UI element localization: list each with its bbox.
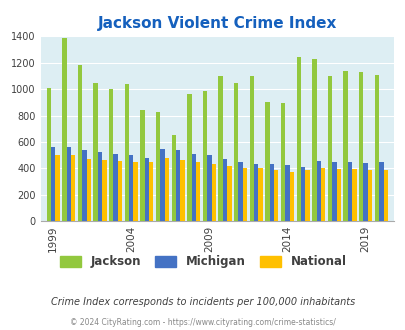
Bar [362, 163, 367, 221]
Bar [66, 147, 71, 221]
Bar [144, 158, 149, 221]
Bar [86, 159, 91, 221]
Bar [280, 103, 285, 221]
Bar [316, 161, 320, 221]
Bar [207, 155, 211, 221]
Bar [242, 168, 247, 221]
Bar [374, 75, 378, 221]
Bar [378, 162, 383, 221]
Bar [187, 94, 191, 221]
Bar [358, 72, 362, 221]
Bar [265, 102, 269, 221]
Bar [249, 76, 254, 221]
Bar [171, 135, 175, 221]
Bar [180, 160, 184, 221]
Bar [78, 65, 82, 221]
Text: Crime Index corresponds to incidents per 100,000 inhabitants: Crime Index corresponds to incidents per… [51, 297, 354, 307]
Bar [273, 170, 278, 221]
Bar [156, 112, 160, 221]
Bar [129, 155, 133, 221]
Bar [62, 38, 66, 221]
Bar [51, 147, 55, 221]
Title: Jackson Violent Crime Index: Jackson Violent Crime Index [97, 16, 336, 31]
Bar [367, 170, 371, 221]
Bar [71, 155, 75, 221]
Bar [55, 155, 60, 221]
Bar [254, 164, 258, 221]
Bar [82, 150, 86, 221]
Bar [289, 172, 293, 221]
Bar [133, 162, 137, 221]
Bar [383, 170, 387, 221]
Bar [285, 165, 289, 221]
Bar [352, 169, 356, 221]
Bar [109, 89, 113, 221]
Bar [336, 169, 340, 221]
Bar [196, 162, 200, 221]
Bar [258, 168, 262, 221]
Bar [160, 148, 164, 221]
Bar [98, 152, 102, 221]
Bar [124, 84, 129, 221]
Bar [347, 162, 352, 221]
Bar [320, 168, 324, 221]
Bar [93, 82, 98, 221]
Bar [211, 164, 215, 221]
Bar [311, 59, 316, 221]
Bar [300, 167, 305, 221]
Bar [327, 76, 331, 221]
Bar [191, 154, 196, 221]
Bar [238, 162, 242, 221]
Bar [102, 160, 106, 221]
Bar [117, 161, 122, 221]
Bar [234, 82, 238, 221]
Text: © 2024 CityRating.com - https://www.cityrating.com/crime-statistics/: © 2024 CityRating.com - https://www.city… [70, 318, 335, 327]
Bar [149, 162, 153, 221]
Bar [222, 159, 227, 221]
Bar [227, 166, 231, 221]
Bar [296, 57, 300, 221]
Legend: Jackson, Michigan, National: Jackson, Michigan, National [55, 250, 350, 273]
Bar [305, 170, 309, 221]
Bar [218, 76, 222, 221]
Bar [140, 110, 144, 221]
Bar [113, 154, 117, 221]
Bar [164, 158, 168, 221]
Bar [269, 164, 273, 221]
Bar [343, 71, 347, 221]
Bar [175, 150, 180, 221]
Bar [202, 91, 207, 221]
Bar [47, 88, 51, 221]
Bar [331, 162, 336, 221]
